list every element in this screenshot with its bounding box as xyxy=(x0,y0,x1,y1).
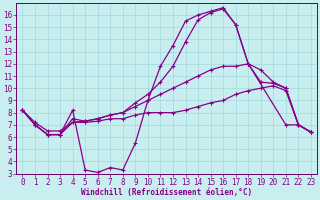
X-axis label: Windchill (Refroidissement éolien,°C): Windchill (Refroidissement éolien,°C) xyxy=(81,188,252,197)
